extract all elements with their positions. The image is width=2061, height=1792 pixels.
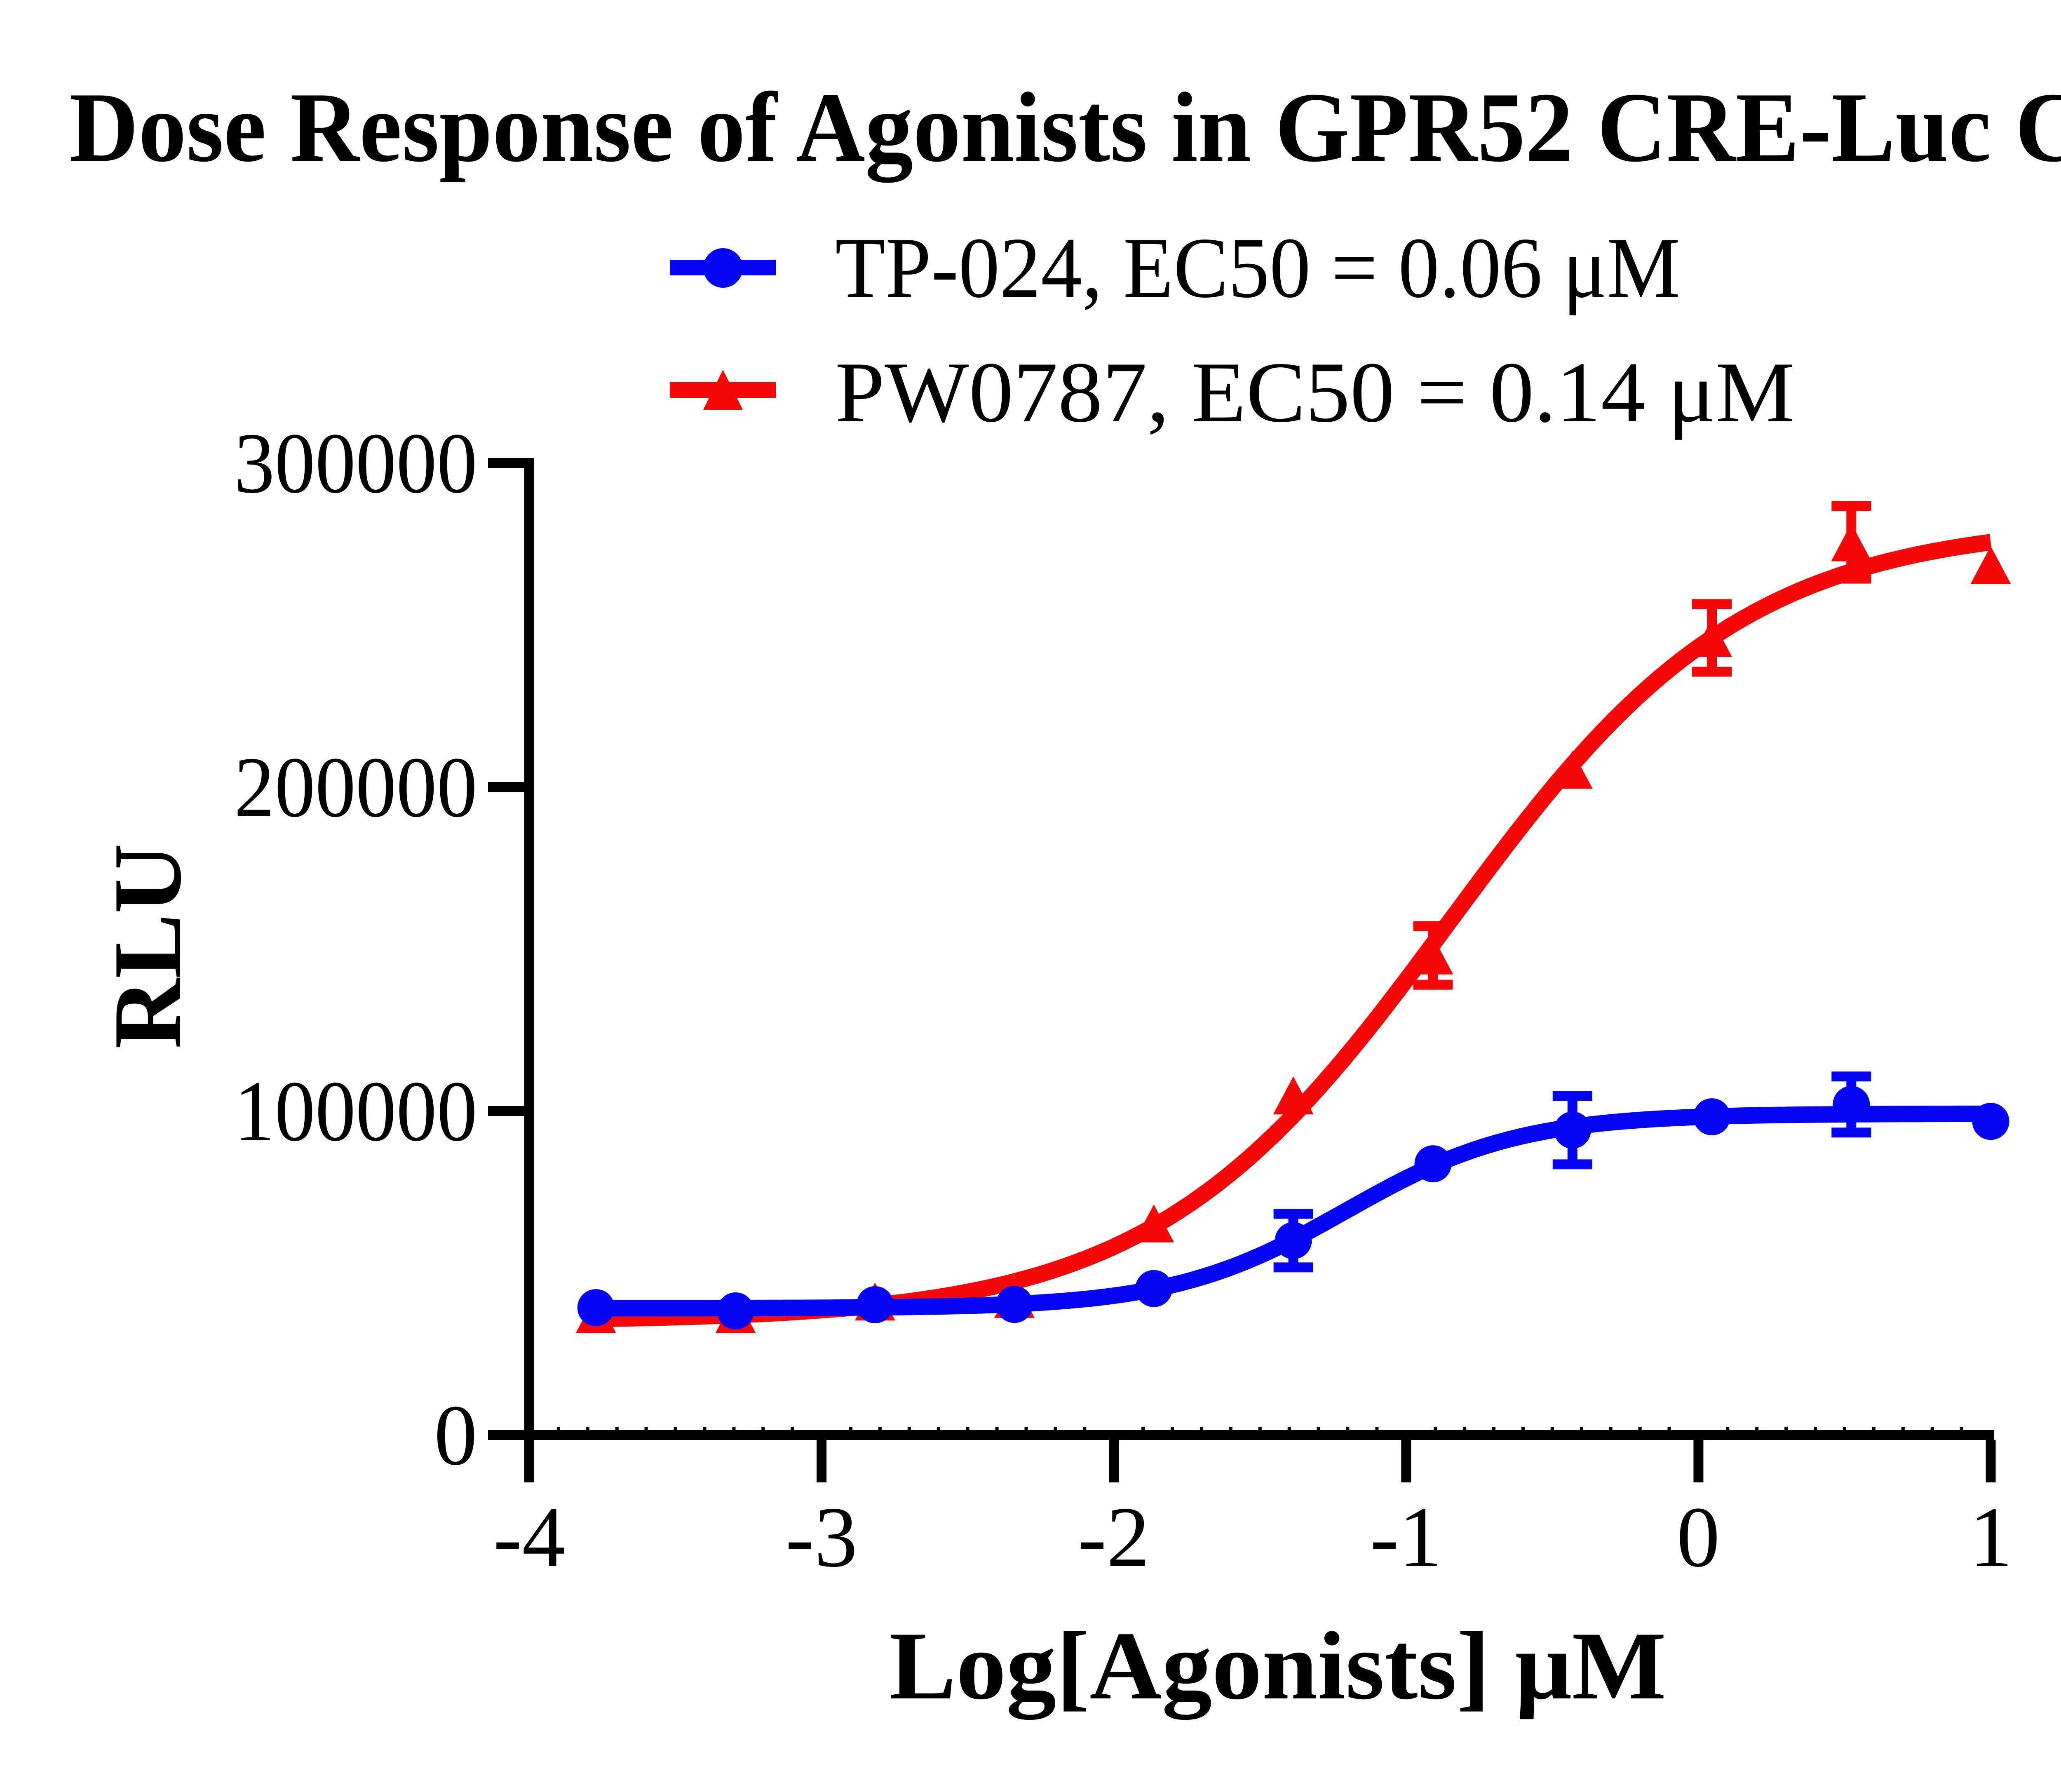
svg-text:TP-024, EC50 = 0.06 μM: TP-024, EC50 = 0.06 μM xyxy=(835,220,1680,316)
svg-text:-2: -2 xyxy=(1078,1489,1150,1585)
svg-text:-3: -3 xyxy=(786,1489,858,1585)
svg-text:-1: -1 xyxy=(1370,1489,1442,1585)
svg-text:1: 1 xyxy=(1969,1489,2013,1585)
svg-text:0: 0 xyxy=(434,1388,477,1483)
svg-text:Log[Agonists] μM: Log[Agonists] μM xyxy=(890,1612,1667,1720)
svg-text:RLU: RLU xyxy=(94,843,202,1049)
svg-text:0: 0 xyxy=(1677,1489,1720,1585)
svg-text:300000: 300000 xyxy=(234,416,477,511)
svg-text:Dose Response of Agonists in G: Dose Response of Agonists in GPR52 CRE-L… xyxy=(69,72,2061,183)
svg-text:200000: 200000 xyxy=(234,740,477,835)
svg-text:-4: -4 xyxy=(493,1489,566,1585)
svg-text:PW0787, EC50 = 0.14 μM: PW0787, EC50 = 0.14 μM xyxy=(835,345,1795,440)
svg-text:100000: 100000 xyxy=(234,1064,477,1159)
